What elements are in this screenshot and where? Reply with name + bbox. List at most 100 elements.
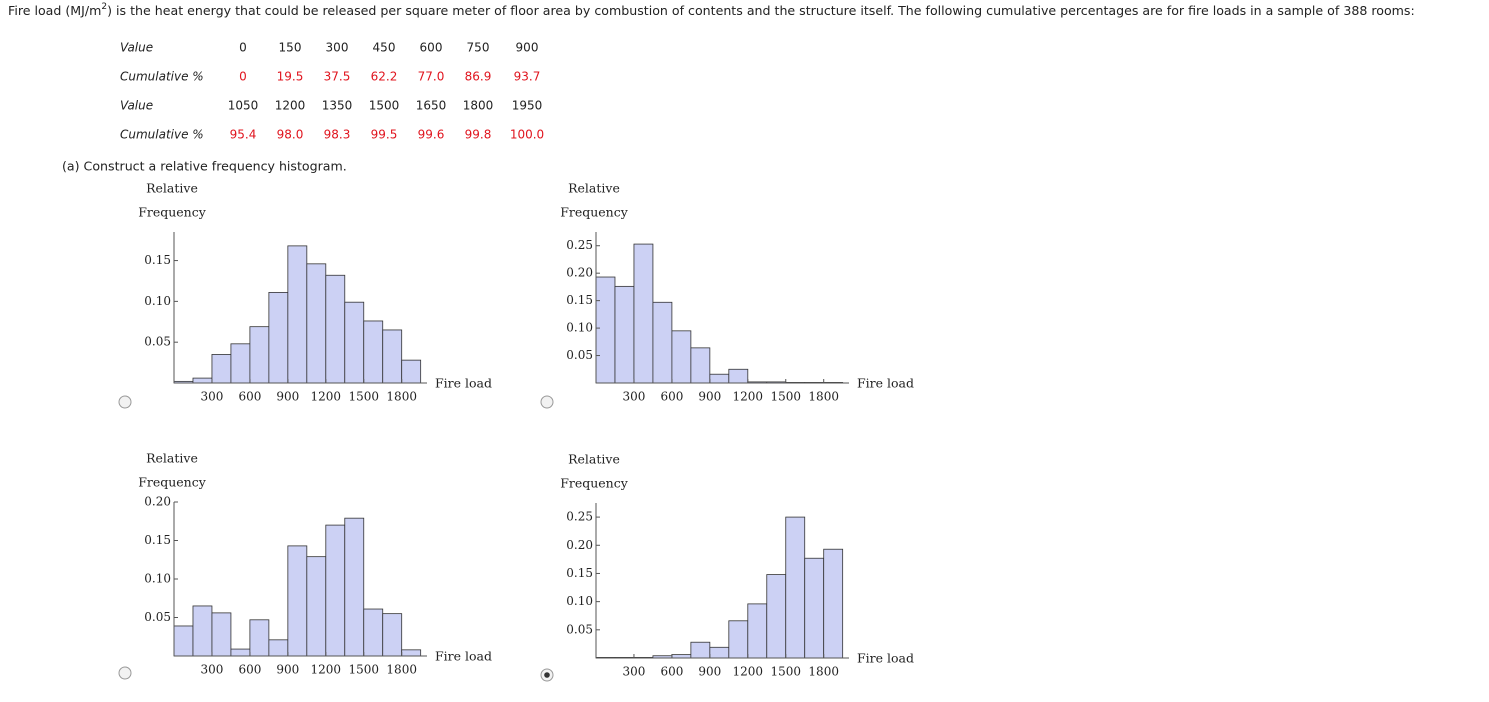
table-cell: 1200 xyxy=(275,99,306,113)
x-tick-label: 1800 xyxy=(808,665,839,679)
bar xyxy=(709,373,730,384)
x-tick-label: 1200 xyxy=(311,663,342,677)
bar xyxy=(325,524,346,657)
x-tick-label: 1800 xyxy=(386,663,417,677)
bar xyxy=(633,243,654,384)
y-tick-label: 0.05 xyxy=(144,335,171,349)
y-tick-label: 0.15 xyxy=(566,566,593,580)
table-cell: 100.0 xyxy=(510,128,544,142)
y-tick-label: 0.10 xyxy=(566,321,593,335)
y-axis-label: Frequency xyxy=(560,476,629,491)
x-tick-label: 300 xyxy=(622,390,645,404)
radio-button[interactable] xyxy=(118,666,132,680)
table-cell: 1650 xyxy=(416,99,447,113)
row-label: Value xyxy=(120,99,153,113)
x-tick-label: 300 xyxy=(200,390,223,404)
table-cell: 600 xyxy=(420,41,443,55)
table-cell: 37.5 xyxy=(324,70,351,84)
x-tick-label: 900 xyxy=(698,390,721,404)
bar xyxy=(382,613,403,657)
bar xyxy=(595,276,616,384)
y-tick-label: 0.05 xyxy=(144,610,171,624)
x-tick-label: 1200 xyxy=(311,390,342,404)
y-axis-label: Relative xyxy=(568,452,620,467)
bar xyxy=(747,603,768,659)
x-tick-label: 600 xyxy=(238,663,261,677)
table-cell: 1050 xyxy=(228,99,259,113)
x-tick-label: 1200 xyxy=(733,390,764,404)
y-tick-label: 0.20 xyxy=(144,495,171,509)
radio-button[interactable] xyxy=(540,395,554,409)
table-cell: 1800 xyxy=(463,99,494,113)
table-cell: 750 xyxy=(467,41,490,55)
y-tick-label: 0.05 xyxy=(566,622,593,636)
table-cell: 900 xyxy=(516,41,539,55)
table-cell: 86.9 xyxy=(465,70,492,84)
y-tick-label: 0.10 xyxy=(144,294,171,308)
bar xyxy=(211,612,232,657)
bar xyxy=(382,329,403,384)
bar xyxy=(192,377,213,384)
x-tick-label: 1500 xyxy=(348,663,379,677)
y-tick-label: 0.05 xyxy=(566,348,593,362)
table-cell: 150 xyxy=(279,41,302,55)
x-tick-label: 600 xyxy=(660,665,683,679)
radio-button[interactable] xyxy=(118,395,132,409)
bar xyxy=(211,354,232,384)
bar xyxy=(614,285,635,384)
bar xyxy=(344,301,365,384)
intro-text: Fire load (MJ/m xyxy=(8,3,101,18)
table-cell: 98.3 xyxy=(324,128,351,142)
bar xyxy=(766,574,787,659)
x-tick-label: 1200 xyxy=(733,665,764,679)
bar xyxy=(363,320,384,384)
bar xyxy=(728,620,749,659)
intro: Fire load (MJ/m2) is the heat energy tha… xyxy=(8,2,1415,18)
bar xyxy=(325,274,346,384)
y-tick-label: 0.10 xyxy=(566,594,593,608)
table-cell: 95.4 xyxy=(230,128,257,142)
table-cell: 1950 xyxy=(512,99,543,113)
y-axis-label: Frequency xyxy=(560,205,629,220)
x-tick-label: 600 xyxy=(660,390,683,404)
row-label: Value xyxy=(120,41,153,55)
y-tick-label: 0.10 xyxy=(144,572,171,586)
radio-dot xyxy=(544,672,550,678)
x-tick-label: 300 xyxy=(200,663,223,677)
x-tick-label: 300 xyxy=(622,665,645,679)
y-axis-label: Frequency xyxy=(138,475,207,490)
bar xyxy=(230,343,251,384)
bar xyxy=(249,619,270,657)
table-cell: 98.0 xyxy=(277,128,304,142)
bar xyxy=(287,545,308,657)
x-tick-label: 1500 xyxy=(770,665,801,679)
table-cell: 19.5 xyxy=(277,70,304,84)
table-cell: 1500 xyxy=(369,99,400,113)
question: (a) Construct a relative frequency histo… xyxy=(62,159,347,174)
x-tick-label: 900 xyxy=(276,663,299,677)
superscript: 2 xyxy=(101,2,107,12)
table-cell: 450 xyxy=(373,41,396,55)
table-cell: 0 xyxy=(239,41,247,55)
x-axis-label: Fire load xyxy=(435,649,492,664)
table-cell: 93.7 xyxy=(514,70,541,84)
bar xyxy=(401,649,422,657)
table-cell: 99.6 xyxy=(418,128,445,142)
table-cell: 1350 xyxy=(322,99,353,113)
x-tick-label: 900 xyxy=(276,390,299,404)
bar xyxy=(785,516,806,659)
bar xyxy=(690,641,711,659)
y-axis-label: Relative xyxy=(568,181,620,196)
y-axis-label: Frequency xyxy=(138,205,207,220)
bar xyxy=(363,608,384,657)
x-axis-label: Fire load xyxy=(435,376,492,391)
bar xyxy=(401,359,422,384)
y-tick-label: 0.20 xyxy=(566,538,593,552)
x-tick-label: 600 xyxy=(238,390,261,404)
bar xyxy=(306,556,327,657)
x-axis-label: Fire load xyxy=(857,651,914,666)
x-axis-label: Fire load xyxy=(857,376,914,391)
x-tick-label: 1800 xyxy=(808,390,839,404)
y-tick-label: 0.15 xyxy=(144,253,171,267)
